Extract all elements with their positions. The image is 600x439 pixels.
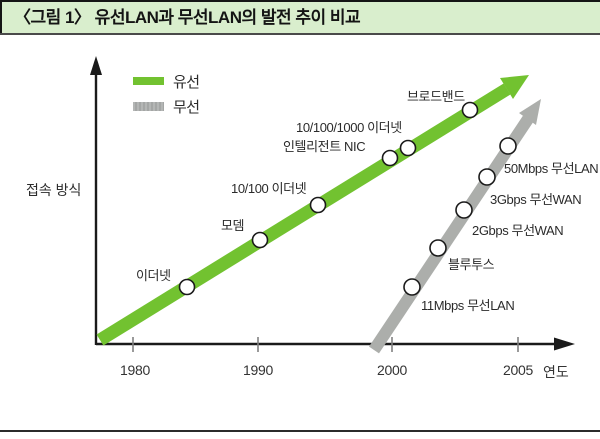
wireless-legend-swatch-icon: [133, 101, 164, 111]
wired-point-gigabit-ethernet: [399, 139, 417, 157]
x-axis-unit-label: 연도: [543, 364, 569, 380]
wired-point-modem: [251, 231, 269, 249]
label-modem: 모뎀: [221, 218, 245, 233]
label-50mbps-wlan: 50Mbps 무선LAN: [504, 161, 599, 176]
label-ethernet: 이더넷: [136, 268, 171, 283]
label-bluetooth: 블루투스: [448, 257, 495, 272]
wired-legend-label: 유선: [173, 73, 200, 91]
top-border-rule: [0, 0, 600, 2]
legend-item-wired: 유선: [133, 73, 200, 91]
label-gigabit-ethernet: 10/100/1000 이더넷: [296, 120, 402, 135]
x-tick-2005: 2005: [503, 362, 533, 378]
trend-chart: 유선 무선: [0, 35, 600, 430]
wired-point-ethernet: [178, 278, 196, 296]
figure-title: 〈그림 1〉 유선LAN과 무선LAN의 발전 추이 비교: [14, 8, 361, 27]
label-fast-ethernet: 10/100 이더넷: [231, 181, 307, 196]
x-axis-arrowhead-icon: [554, 337, 575, 351]
wireless-legend-label: 무선: [173, 98, 200, 116]
wireless-trend-arrowhead-icon: [519, 99, 541, 125]
wired-trend-line: [96, 83, 511, 346]
wired-legend-swatch-icon: [133, 77, 164, 85]
wireless-point-3gbps-wan: [478, 168, 496, 186]
label-3gbps-wwan: 3Gbps 무선WAN: [490, 192, 582, 207]
x-tick-1980: 1980: [120, 362, 150, 378]
wired-point-intelligent-nic: [381, 149, 399, 167]
label-2gbps-wwan: 2Gbps 무선WAN: [472, 223, 564, 238]
wired-point-broadband: [461, 101, 479, 119]
label-broadband: 브로드밴드: [407, 89, 465, 104]
wired-point-fast-ethernet: [309, 196, 327, 214]
y-axis-arrowhead-icon: [90, 56, 102, 75]
label-intelligent-nic: 인텔리전트 NIC: [283, 139, 366, 154]
legend-item-wireless: 무선: [133, 98, 200, 116]
x-tick-2000: 2000: [377, 362, 407, 378]
wired-trend-arrowhead-icon: [500, 75, 529, 99]
wireless-point-2gbps-wan: [455, 201, 473, 219]
wireless-trend-line: [369, 115, 533, 354]
wireless-point-50mbps-lan: [499, 137, 517, 155]
y-axis-label: 접속 방식: [26, 182, 82, 198]
label-11mbps-wlan: 11Mbps 무선LAN: [421, 298, 515, 313]
title-divider-rule: [0, 33, 600, 35]
x-tick-1990: 1990: [243, 362, 273, 378]
bottom-border-rule: [0, 430, 600, 432]
figure-title-bar: 〈그림 1〉 유선LAN과 무선LAN의 발전 추이 비교: [0, 2, 600, 33]
wireless-point-11mbps-lan: [403, 278, 421, 296]
wireless-point-bluetooth: [429, 239, 447, 257]
